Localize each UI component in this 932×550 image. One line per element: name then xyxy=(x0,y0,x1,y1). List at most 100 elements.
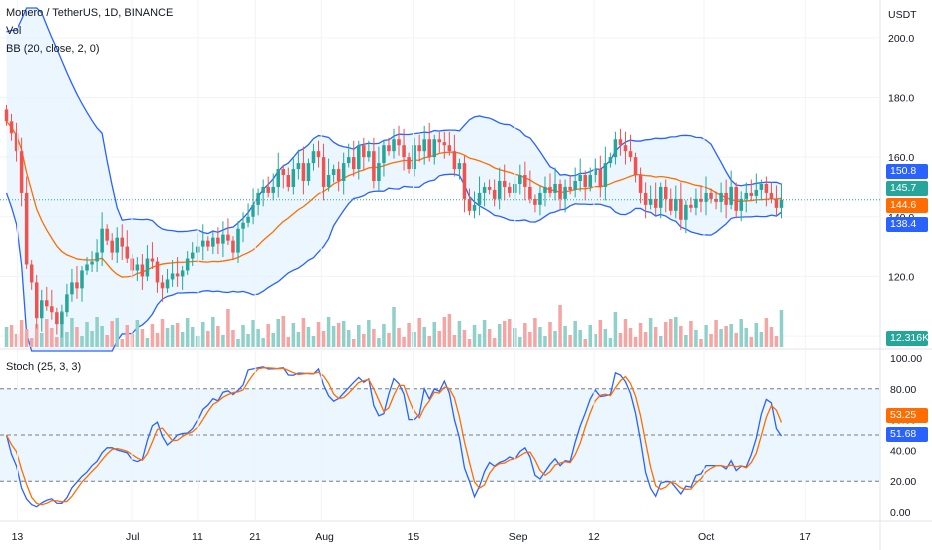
volume-bar xyxy=(638,323,643,347)
candle-body xyxy=(638,175,643,193)
candle-body xyxy=(538,192,542,205)
candle-body xyxy=(578,175,582,181)
candle-body xyxy=(593,169,598,176)
volume-bar xyxy=(744,328,749,347)
candle-body xyxy=(669,198,673,211)
candle-body xyxy=(140,264,145,277)
volume-bar xyxy=(236,339,240,347)
candle-body xyxy=(115,237,119,253)
candle-body xyxy=(261,186,265,193)
candle-body xyxy=(326,175,331,187)
candle-body xyxy=(442,142,447,146)
volume-bar xyxy=(261,338,265,347)
volume-bar xyxy=(145,338,150,347)
volume-bar xyxy=(553,331,557,347)
candle-body xyxy=(779,199,784,208)
candle-body xyxy=(588,175,593,187)
candle-body xyxy=(472,204,477,211)
volume-bar xyxy=(477,334,482,347)
candle-body xyxy=(759,183,764,190)
volume-bar xyxy=(663,322,668,347)
volume-bar xyxy=(462,330,467,347)
candle-body xyxy=(341,163,346,181)
volume-bar xyxy=(271,333,275,347)
volume-bar xyxy=(447,314,452,347)
volume-bar xyxy=(105,335,109,347)
volume-bar xyxy=(719,329,723,347)
candle-body xyxy=(704,192,708,202)
volume-bar xyxy=(100,326,104,347)
volume-bar xyxy=(548,322,552,347)
time-axis-label: Oct xyxy=(698,531,714,543)
volume-bar xyxy=(402,337,406,347)
candle-body xyxy=(744,192,749,199)
candle-body xyxy=(699,198,703,202)
candle-body xyxy=(150,258,155,262)
volume-bar xyxy=(734,333,738,347)
volume-bar xyxy=(679,326,683,347)
candle-body xyxy=(256,192,260,205)
stoch-k-tag: 51.68 xyxy=(886,427,928,442)
volume-bar xyxy=(306,327,311,347)
volume-bar xyxy=(507,319,512,347)
volume-bar xyxy=(533,318,537,347)
candle-body xyxy=(684,204,688,220)
candle-body xyxy=(437,139,442,143)
volume-bar xyxy=(749,337,754,347)
volume-bar xyxy=(377,338,381,347)
candle-body xyxy=(65,294,69,313)
candle-body xyxy=(70,282,74,295)
time-axis-label: 17 xyxy=(799,531,811,543)
volume-bar xyxy=(246,334,250,347)
candle-body xyxy=(749,192,754,196)
volume-bar xyxy=(482,320,487,347)
volume-bar xyxy=(769,327,774,347)
candle-body xyxy=(180,270,185,277)
volume-bar xyxy=(754,323,759,347)
candle-body xyxy=(34,282,39,319)
candle-body xyxy=(397,139,401,146)
candle-body xyxy=(648,198,653,205)
time-axis-label: Aug xyxy=(315,531,334,543)
stoch-d-tag: 53.25 xyxy=(886,408,928,423)
candle-body xyxy=(523,175,527,187)
candle-body xyxy=(628,151,633,158)
candle-body xyxy=(477,192,482,205)
volume-bar xyxy=(110,321,114,347)
time-axis-label: 11 xyxy=(192,531,203,543)
volume-bar xyxy=(115,318,119,347)
volume-bar xyxy=(442,317,447,347)
candle-body xyxy=(724,192,728,205)
candle-body xyxy=(417,145,421,152)
candle-body xyxy=(251,204,255,217)
candle-body xyxy=(170,273,175,280)
volume-bar xyxy=(211,317,215,347)
volume-bar xyxy=(779,310,784,347)
volume-bar xyxy=(140,329,145,347)
candle-body xyxy=(331,169,336,176)
volume-bar xyxy=(739,319,743,347)
volume-bar xyxy=(578,330,582,347)
volume-bar xyxy=(689,321,693,347)
volume-bar xyxy=(276,319,281,347)
candle-body xyxy=(165,279,170,289)
volume-bar xyxy=(216,326,220,347)
volume-bar xyxy=(90,331,94,347)
volume-bar xyxy=(432,322,437,347)
time-axis-label: Jul xyxy=(126,531,139,543)
candle-body xyxy=(190,252,195,259)
candle-body xyxy=(658,186,663,208)
candle-body xyxy=(105,228,109,241)
candle-body xyxy=(754,189,759,196)
candle-body xyxy=(568,186,572,190)
candle-body xyxy=(175,273,180,277)
volume-bar xyxy=(65,332,69,347)
candle-body xyxy=(679,198,683,220)
volume-bar xyxy=(653,327,658,347)
candle-body xyxy=(291,169,296,187)
volume-bar xyxy=(70,318,74,347)
volume-bar xyxy=(492,338,497,347)
candle-body xyxy=(306,163,311,181)
candle-body xyxy=(729,186,733,205)
